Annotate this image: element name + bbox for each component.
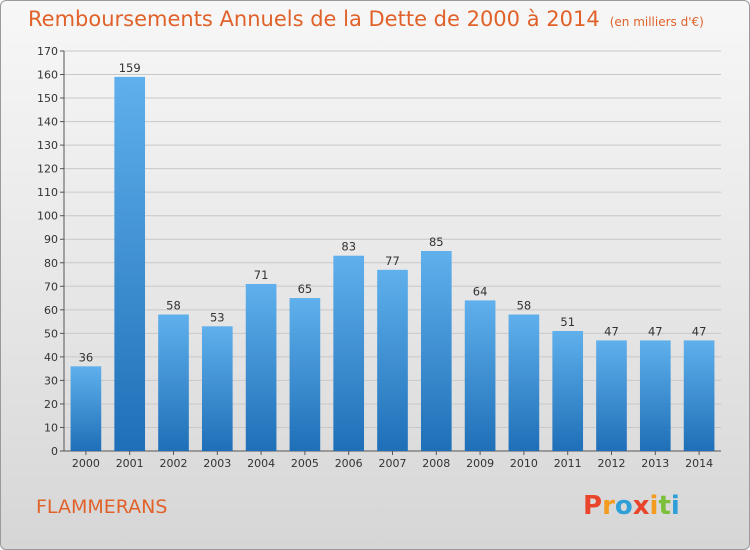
logo-letter: r xyxy=(602,491,615,521)
bar-value-label: 64 xyxy=(473,284,488,298)
bar-value-label: 65 xyxy=(298,282,313,296)
bar-2001 xyxy=(114,76,146,451)
bar-value-label: 51 xyxy=(560,315,575,329)
y-tick-label: 100 xyxy=(37,210,58,223)
chart-title: Remboursements Annuels de la Dette de 20… xyxy=(28,7,704,31)
bar-value-label: 53 xyxy=(210,310,225,324)
bar-2003 xyxy=(201,326,233,451)
logo-letter: i xyxy=(649,491,659,521)
y-tick-label: 110 xyxy=(37,186,58,199)
x-tick-label: 2013 xyxy=(641,457,669,470)
y-tick-label: 20 xyxy=(44,398,58,411)
bar-value-label: 47 xyxy=(648,324,663,338)
bar-value-label: 83 xyxy=(341,240,356,254)
bar-2007 xyxy=(377,269,408,451)
x-tick-label: 2005 xyxy=(291,457,319,470)
logo-letter: i xyxy=(670,491,680,521)
x-tick-label: 2008 xyxy=(422,457,450,470)
chart-subtitle: (en milliers d'€) xyxy=(609,15,704,29)
y-tick-label: 120 xyxy=(37,163,58,176)
bar-2008 xyxy=(420,251,452,451)
x-tick-label: 2007 xyxy=(379,457,407,470)
x-tick-label: 2010 xyxy=(510,457,538,470)
y-tick-label: 90 xyxy=(44,233,58,246)
x-tick-label: 2009 xyxy=(466,457,494,470)
bar-2004 xyxy=(245,283,277,451)
y-tick-label: 50 xyxy=(44,327,58,340)
bar-value-label: 58 xyxy=(517,299,532,313)
y-tick-label: 130 xyxy=(37,139,58,152)
bar-value-label: 159 xyxy=(119,61,141,75)
logo-letter: o xyxy=(614,491,633,521)
y-tick-label: 0 xyxy=(51,445,58,458)
y-tick-label: 70 xyxy=(44,280,58,293)
bar-2010 xyxy=(508,314,540,451)
bar-value-label: 58 xyxy=(166,299,181,313)
logo-letter: t xyxy=(658,491,671,521)
bar-2012 xyxy=(596,340,627,451)
bar-value-label: 77 xyxy=(385,254,400,268)
bar-2013 xyxy=(639,340,671,451)
commune-name: FLAMMERANS xyxy=(36,496,168,518)
x-tick-label: 2011 xyxy=(554,457,582,470)
bar-2000 xyxy=(70,366,102,451)
x-tick-label: 2012 xyxy=(598,457,626,470)
logo-letter: P xyxy=(583,491,603,521)
bar-value-label: 47 xyxy=(692,324,707,338)
x-tick-label: 2004 xyxy=(247,457,275,470)
y-tick-label: 140 xyxy=(37,116,58,129)
bar-2014 xyxy=(683,340,715,451)
y-tick-label: 30 xyxy=(44,374,58,387)
bar-value-label: 36 xyxy=(79,350,94,364)
bar-value-label: 85 xyxy=(429,235,444,249)
x-tick-label: 2006 xyxy=(335,457,363,470)
proxiti-logo: Proxiti xyxy=(583,491,680,521)
y-tick-label: 80 xyxy=(44,257,58,270)
y-tick-label: 150 xyxy=(37,92,58,105)
logo-letter: x xyxy=(632,491,650,521)
bar-2009 xyxy=(464,300,496,451)
y-tick-label: 170 xyxy=(37,45,58,58)
bar-value-label: 71 xyxy=(254,268,269,282)
x-tick-label: 2003 xyxy=(203,457,231,470)
y-tick-label: 160 xyxy=(37,69,58,82)
bar-2006 xyxy=(333,255,365,451)
bar-2005 xyxy=(289,298,321,451)
x-tick-label: 2000 xyxy=(72,457,100,470)
x-tick-label: 2014 xyxy=(685,457,713,470)
y-tick-label: 10 xyxy=(44,421,58,434)
y-tick-label: 60 xyxy=(44,304,58,317)
chart-title-text: Remboursements Annuels de la Dette de 20… xyxy=(28,7,600,31)
x-tick-label: 2002 xyxy=(160,457,188,470)
y-tick-label: 40 xyxy=(44,351,58,364)
bar-2002 xyxy=(158,314,189,451)
bar-value-label: 47 xyxy=(604,324,619,338)
bar-2011 xyxy=(552,331,584,451)
x-tick-label: 2001 xyxy=(116,457,144,470)
